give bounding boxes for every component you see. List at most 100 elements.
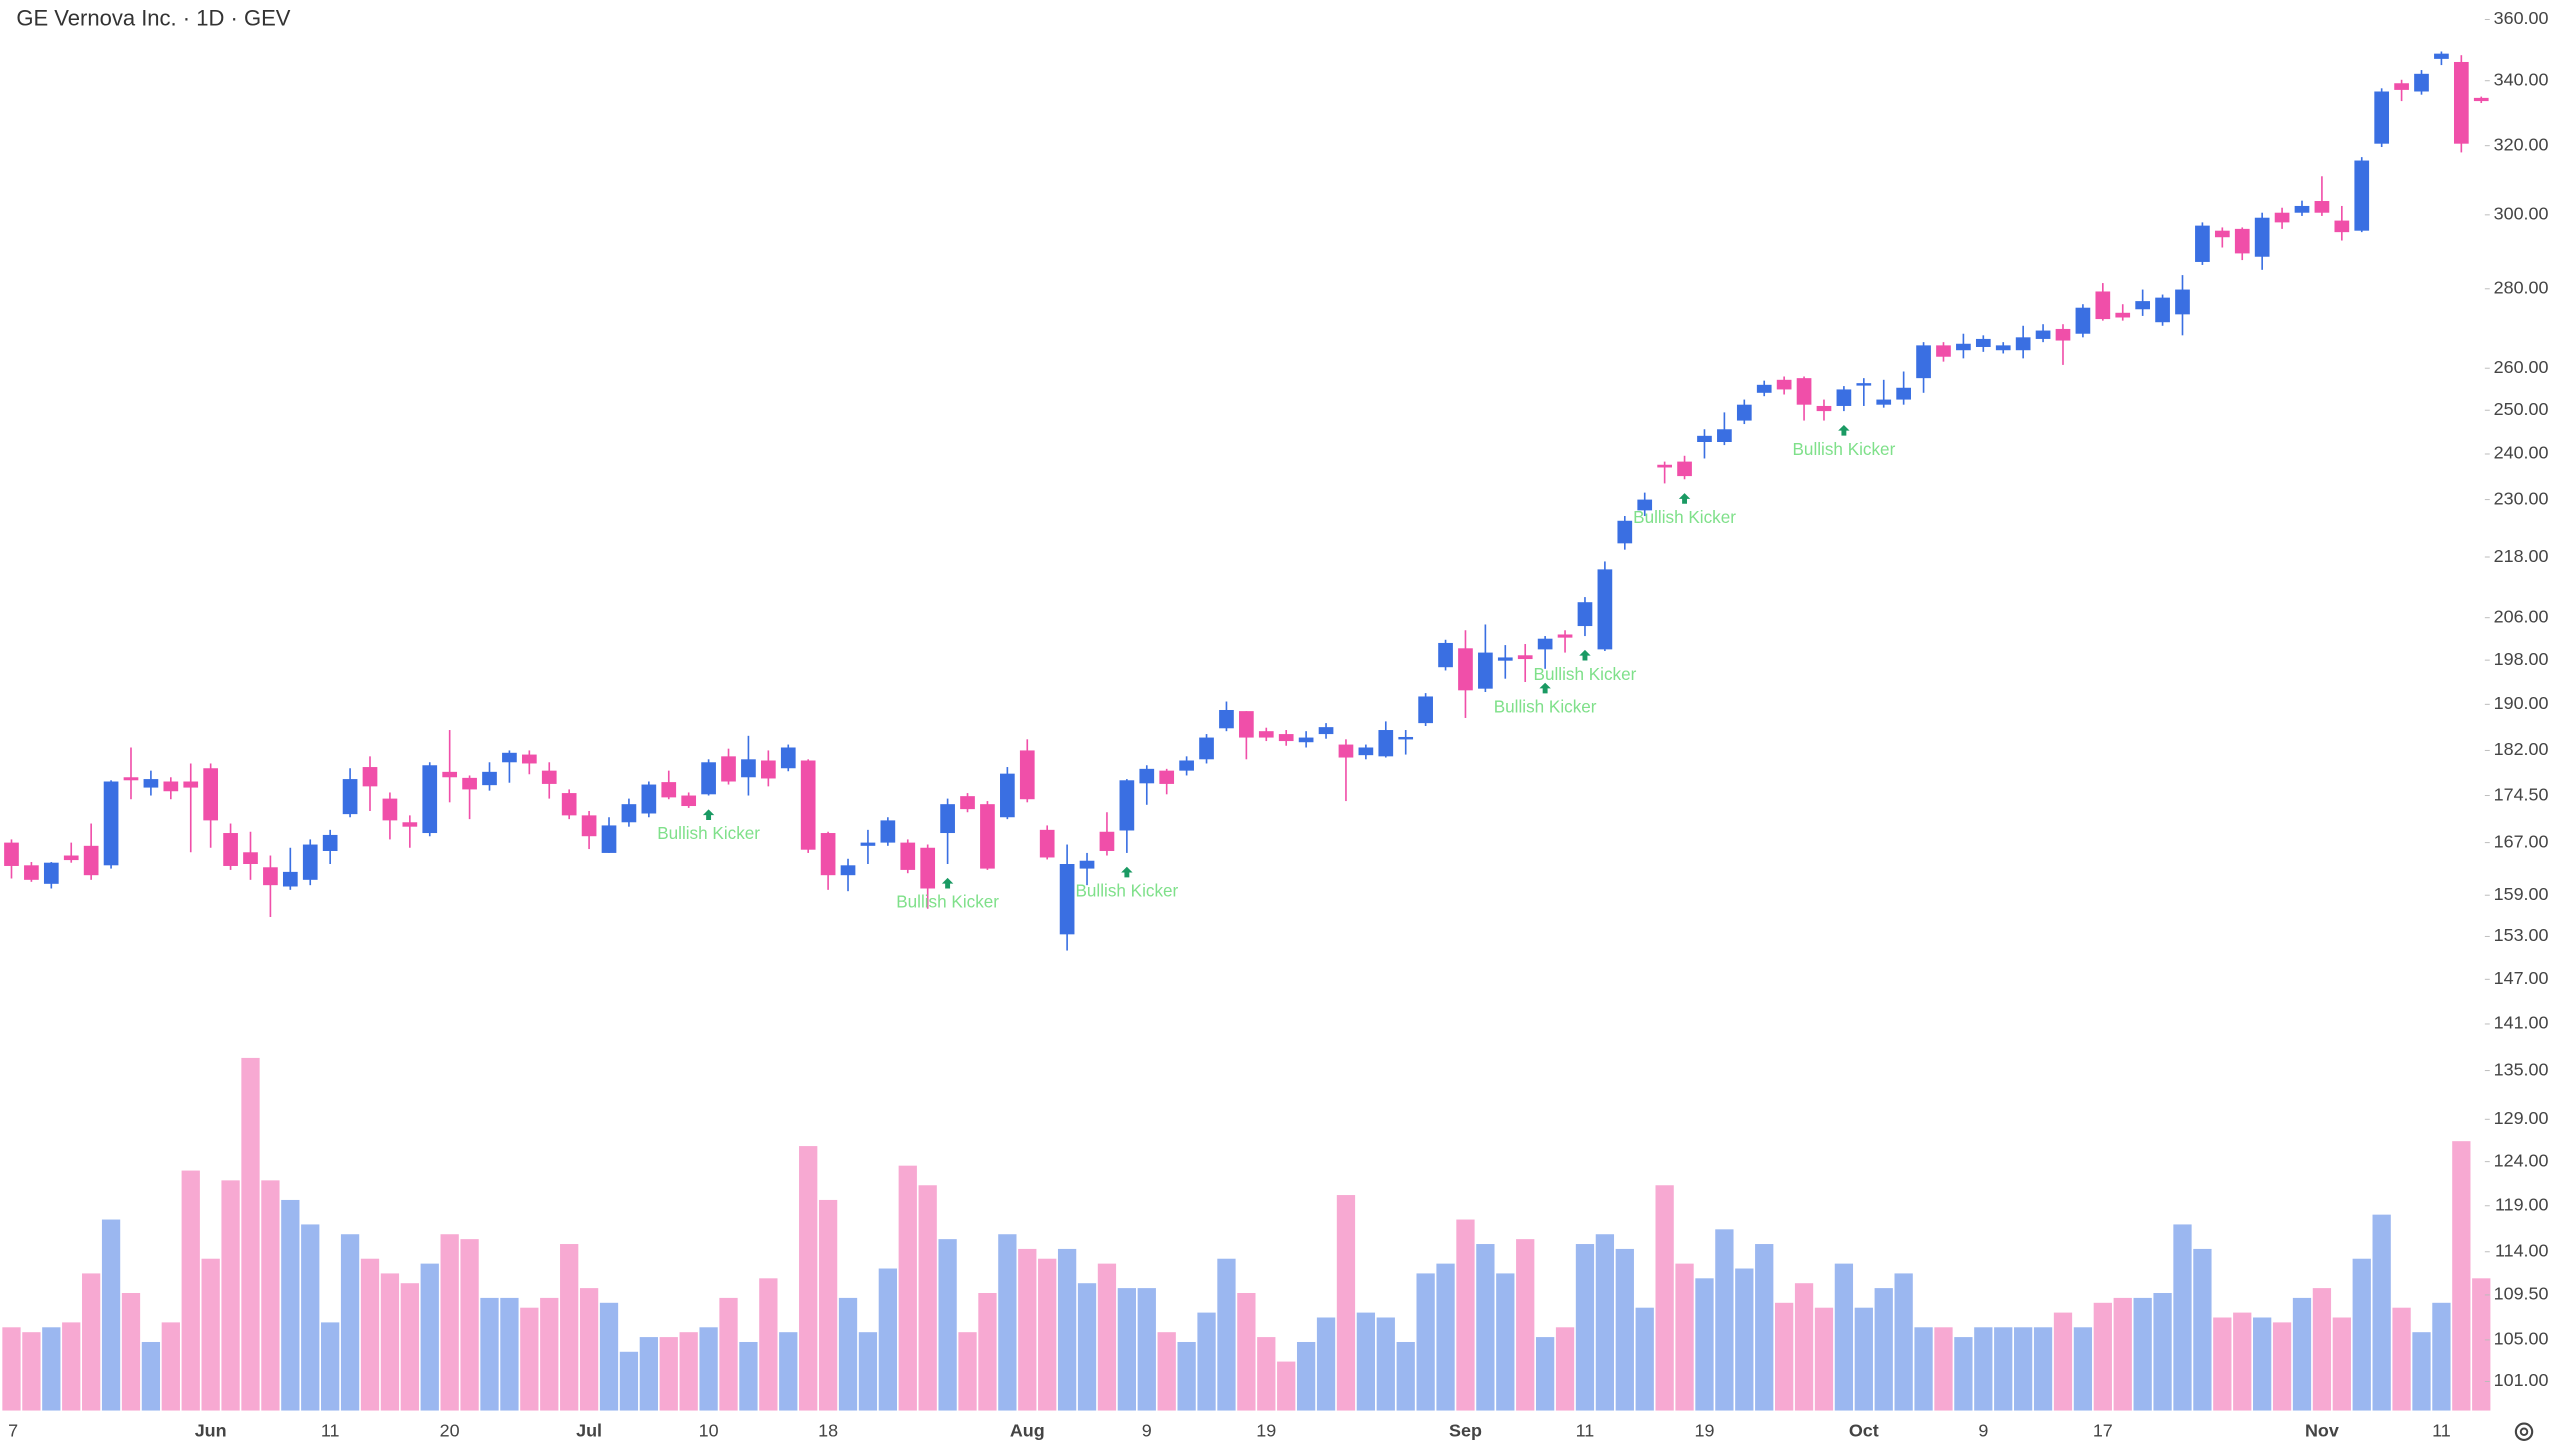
volume-bar: [82, 1273, 101, 1411]
candle-body: [1219, 709, 1234, 729]
candle-body: [721, 756, 736, 782]
x-tick-label: 11: [2432, 1421, 2451, 1441]
candle-body: [203, 768, 219, 821]
annotation-label: Bullish Kicker: [1792, 439, 1895, 459]
annotation-label: Bullish Kicker: [1633, 507, 1736, 527]
settings-core[interactable]: [2519, 1427, 2529, 1437]
volume-bar: [460, 1239, 479, 1411]
candle-body: [1956, 343, 1971, 351]
x-tick-label: Sep: [1449, 1421, 1482, 1441]
volume-bar: [978, 1293, 997, 1411]
volume-bar: [2093, 1302, 2112, 1411]
annotation-marker: [702, 809, 715, 821]
volume-bar: [2053, 1312, 2073, 1411]
candle-body: [940, 804, 955, 834]
x-tick-label: Jun: [195, 1421, 227, 1441]
y-tick-label: 340.00: [2494, 69, 2549, 89]
candle-body: [900, 842, 916, 870]
volume-bar: [1535, 1337, 1555, 1411]
volume-bar: [2253, 1317, 2272, 1411]
volume-bar: [2133, 1297, 2152, 1411]
volume-bar: [1575, 1244, 1595, 1411]
volume-bar: [1794, 1283, 1814, 1411]
volume-bar: [1655, 1185, 1674, 1411]
y-tick-label: 124.00: [2494, 1150, 2549, 1170]
candle-body: [83, 845, 99, 876]
candle-body: [1119, 780, 1135, 831]
volume-bar: [2233, 1312, 2252, 1411]
volume-bar: [440, 1234, 459, 1411]
settings-ring[interactable]: [2514, 1422, 2534, 1442]
candle-body: [2214, 230, 2230, 238]
volume-bar: [1874, 1288, 1893, 1411]
x-tick-label: Nov: [2305, 1421, 2339, 1441]
candle-body: [143, 779, 159, 788]
candle-body: [442, 771, 458, 778]
candle-body: [980, 804, 995, 869]
volume-bar: [1296, 1341, 1316, 1411]
candle-body: [2434, 53, 2449, 59]
volume-bar: [1555, 1327, 1575, 1411]
volume-bar: [2272, 1322, 2292, 1411]
volume-bar: [22, 1332, 41, 1411]
candle-body: [1796, 378, 1812, 405]
candle-body: [1876, 399, 1892, 405]
annotation-label: Bullish Kicker: [896, 892, 999, 912]
volume-bar: [161, 1322, 180, 1411]
candle-body: [43, 862, 59, 884]
candle-body: [1318, 727, 1334, 735]
candle-body: [63, 855, 79, 861]
candle-body: [2274, 212, 2290, 223]
volume-bar: [1436, 1263, 1455, 1411]
volume-bar: [2073, 1327, 2093, 1411]
volume-bar: [2412, 1332, 2431, 1411]
volume-bar: [938, 1239, 957, 1411]
volume-bar: [1416, 1273, 1435, 1411]
candle-body: [1597, 569, 1613, 650]
settings-icon[interactable]: [2514, 1422, 2534, 1442]
candle-body: [581, 815, 597, 837]
volume-bar: [1755, 1244, 1774, 1411]
x-tick-label: 18: [818, 1421, 838, 1441]
volume-bar: [1396, 1341, 1415, 1411]
volume-bar: [261, 1180, 280, 1411]
candle-body: [1398, 736, 1414, 740]
candle-body: [2234, 228, 2250, 254]
candle-body: [1896, 387, 1911, 400]
volume-bar: [400, 1283, 419, 1411]
x-tick-label: 11: [321, 1421, 340, 1441]
volume-bar: [1237, 1293, 1256, 1411]
candle-body: [541, 770, 557, 784]
candle-body: [123, 777, 139, 781]
volume-bar: [1038, 1258, 1057, 1411]
candle-body: [223, 833, 238, 866]
volume-bar: [1336, 1195, 1356, 1411]
candle-body: [701, 762, 716, 795]
candle-body: [103, 781, 119, 866]
y-tick-label: 109.50: [2494, 1284, 2549, 1304]
candle-body: [800, 760, 816, 850]
x-tick-label: 20: [440, 1421, 460, 1441]
candle-body: [1657, 464, 1672, 468]
volume-bar: [560, 1244, 579, 1411]
candle-body: [1816, 405, 1832, 412]
candle-body: [1497, 657, 1513, 661]
candle-body: [1677, 461, 1692, 477]
annotation-marker: [1678, 493, 1691, 504]
x-tick-label: 11: [1576, 1421, 1595, 1441]
candle-body: [2035, 330, 2051, 339]
chart-title: GE Vernova Inc. · 1D · GEV: [16, 5, 290, 30]
candle-body: [920, 847, 936, 889]
annotation-marker: [1121, 866, 1133, 878]
volume-bar: [500, 1297, 519, 1411]
candle-body: [1358, 747, 1374, 756]
candle-body: [840, 865, 856, 876]
volume-bar: [420, 1263, 439, 1411]
volume-bar: [380, 1273, 400, 1411]
y-tick-label: 360.00: [2494, 8, 2549, 28]
candle-body: [780, 747, 796, 769]
volume-bar: [2153, 1293, 2172, 1411]
candle-body: [1278, 734, 1294, 742]
candle-body: [661, 782, 677, 798]
candle-body: [24, 865, 39, 880]
